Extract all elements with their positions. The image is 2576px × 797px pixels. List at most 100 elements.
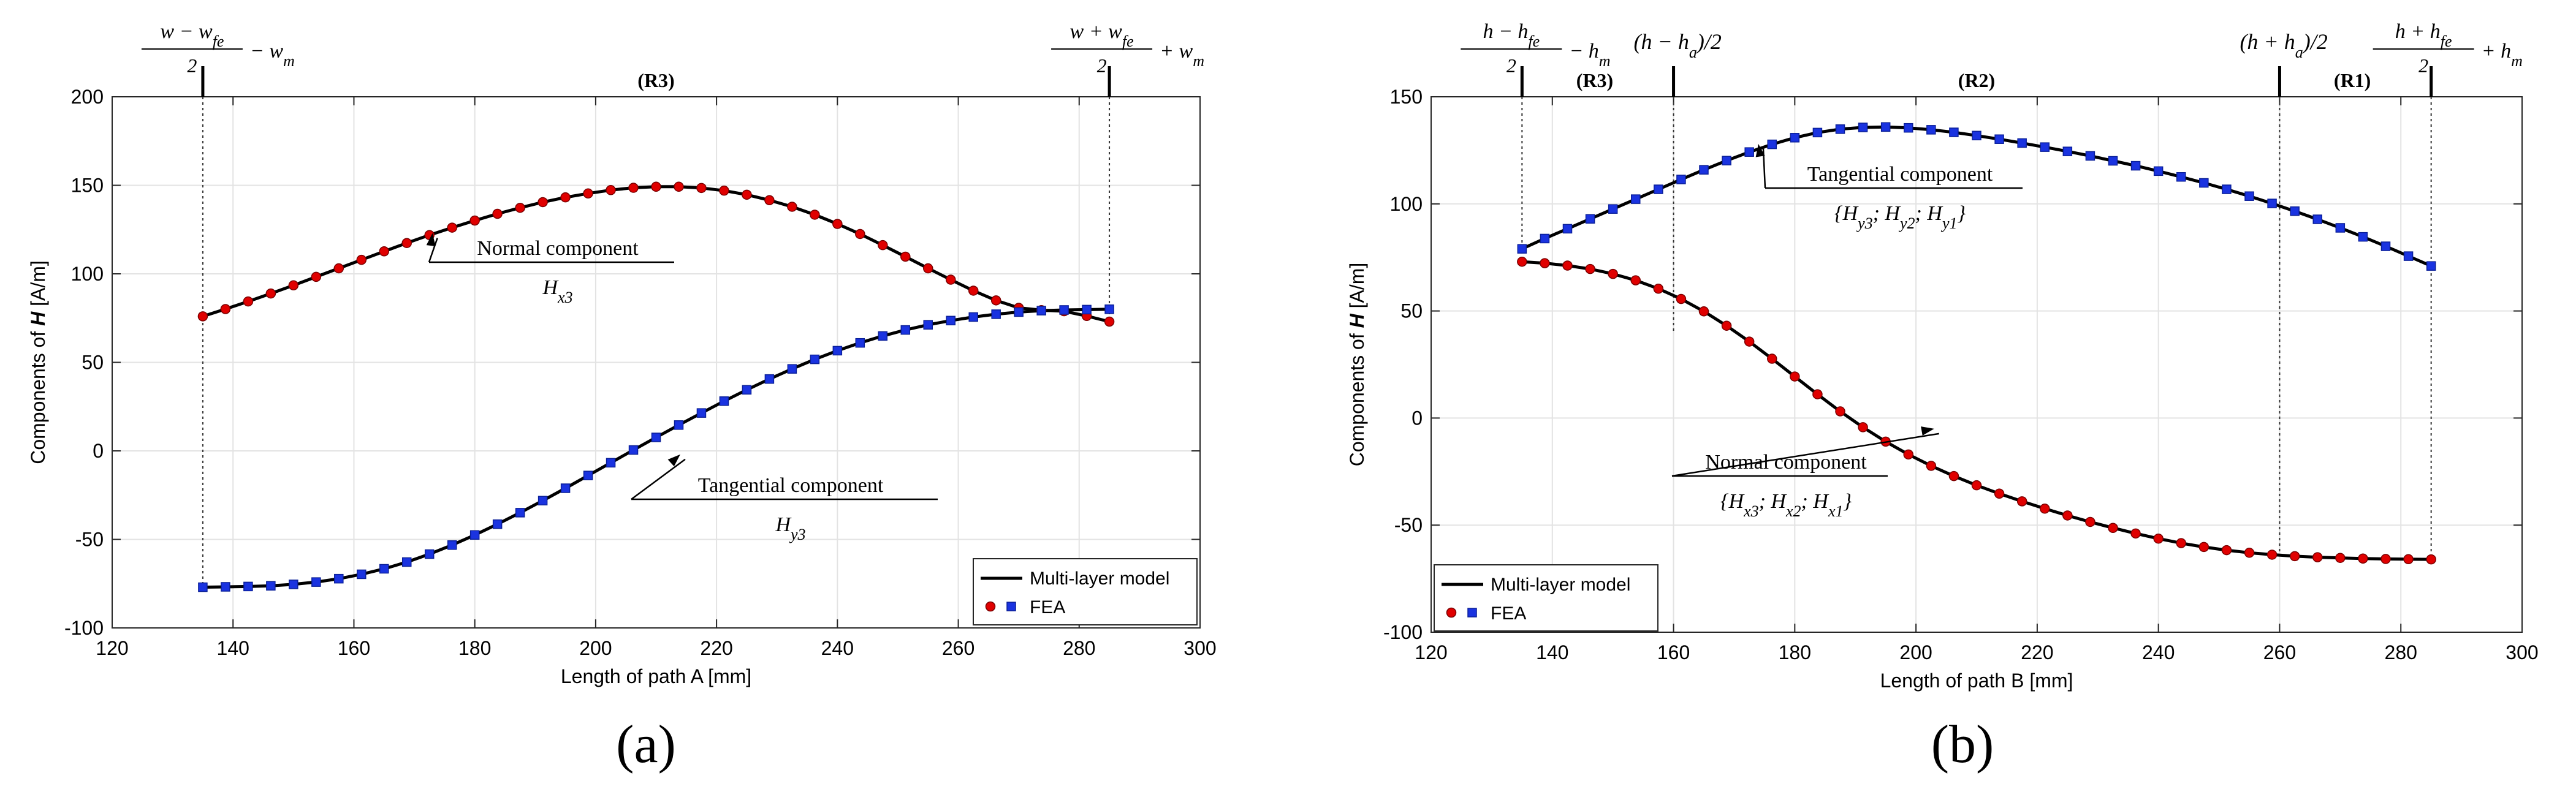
- fea-square-marker: [1949, 127, 1959, 137]
- fea-circle-marker: [311, 271, 322, 282]
- fea-square-marker: [583, 470, 593, 480]
- caption-b: (b): [1931, 715, 1994, 774]
- fea-circle-marker: [220, 304, 231, 314]
- boundary-label-tail: + wm: [1160, 40, 1204, 70]
- fea-square-marker: [764, 374, 775, 384]
- y-tick-label: -50: [75, 529, 104, 551]
- annotation-arrowhead: [1755, 143, 1765, 157]
- x-tick-label: 220: [700, 637, 732, 659]
- fea-square-marker: [515, 508, 525, 518]
- fea-square-marker: [198, 582, 208, 592]
- fea-circle-marker: [2016, 496, 2027, 507]
- y-tick-label: -50: [1394, 514, 1423, 536]
- fea-square-marker: [1540, 233, 1550, 244]
- fea-square-marker: [1926, 125, 1936, 135]
- fea-circle-marker: [810, 210, 820, 220]
- fea-circle-marker: [333, 263, 344, 274]
- fea-circle-marker: [515, 202, 525, 213]
- y-tick-label: -100: [64, 617, 104, 639]
- x-tick-label: 200: [579, 637, 612, 659]
- fea-square-marker: [2130, 161, 2141, 171]
- x-tick-label: 180: [458, 637, 491, 659]
- fea-square-marker: [787, 364, 797, 374]
- fea-circle-marker: [878, 240, 888, 251]
- y-tick-label: 150: [71, 175, 104, 197]
- fea-square-marker: [628, 445, 639, 455]
- fea-circle-marker: [356, 254, 367, 265]
- fea-circle-marker: [243, 296, 254, 307]
- fea-square-marker: [1036, 306, 1046, 315]
- fea-circle-marker: [1585, 263, 1595, 274]
- fea-circle-marker: [628, 183, 639, 193]
- fea-square-marker: [1972, 130, 1981, 141]
- fea-square-marker: [1059, 305, 1069, 315]
- region-label: (R3): [637, 69, 674, 91]
- panel-a-chart: 120 140 160 180 200 220 240 260 280 300 -100 -50 0 50…: [27, 20, 1217, 687]
- fea-circle-marker: [1721, 320, 1732, 331]
- boundary-label-numerator: h + hfe: [2395, 20, 2452, 50]
- y-tick-label: 0: [1411, 407, 1423, 429]
- fea-circle-marker: [2108, 523, 2118, 533]
- y-tick-label: -100: [1383, 621, 1423, 643]
- boundary-label-denominator: 2: [187, 55, 197, 77]
- fea-square-marker: [991, 309, 1001, 319]
- fea-circle-marker: [1767, 353, 1777, 364]
- fea-circle-marker: [2403, 554, 2414, 565]
- x-tick-label: 140: [217, 637, 249, 659]
- y-tick-label: 50: [82, 352, 104, 374]
- fea-square-marker: [1904, 123, 1913, 133]
- x-tick-label: 180: [1779, 641, 1811, 663]
- legend-box: [1434, 564, 1658, 632]
- boundary-label-denominator: 2: [1097, 55, 1107, 77]
- fea-circle-marker: [2153, 533, 2164, 544]
- legend-fea-label: FEA: [1030, 597, 1065, 618]
- fea-square-marker: [538, 496, 548, 505]
- fea-square-marker: [1654, 184, 1663, 194]
- x-tick-label: 280: [1063, 637, 1095, 659]
- fea-circle-marker: [401, 238, 412, 248]
- annotation-symbol: Hy3: [775, 513, 805, 543]
- fea-circle-marker: [447, 222, 457, 233]
- fea-square-marker: [2222, 184, 2232, 194]
- fea-square-marker: [1014, 307, 1024, 317]
- x-tick-label: 120: [1415, 641, 1447, 663]
- boundary-label-numerator: w − wfe: [160, 20, 224, 50]
- fea-square-marker: [878, 331, 888, 341]
- fea-circle-marker: [1744, 336, 1755, 347]
- fea-circle-marker: [2085, 516, 2095, 527]
- fea-square-marker: [1467, 608, 1477, 618]
- boundary-label-tail: − hm: [1569, 40, 1610, 70]
- fea-square-marker: [2108, 156, 2118, 166]
- x-axis-label: Length of path A [mm]: [561, 665, 751, 687]
- fea-square-marker: [2153, 166, 2164, 176]
- legend-box: [973, 558, 1198, 625]
- fea-square-marker: [357, 569, 367, 580]
- x-tick-label: 280: [2385, 641, 2417, 663]
- fea-circle-marker: [900, 251, 911, 262]
- fea-square-marker: [289, 580, 298, 589]
- fea-square-marker: [2312, 214, 2322, 224]
- fea-circle-marker: [855, 229, 865, 240]
- fea-square-marker: [2290, 206, 2300, 216]
- fea-circle-marker: [606, 185, 616, 195]
- fea-circle-marker: [1540, 258, 1550, 268]
- boundary-label-tail: − wm: [250, 40, 295, 70]
- fea-circle-marker: [719, 185, 729, 196]
- fea-square-marker: [900, 325, 911, 335]
- annotation-arrowhead: [667, 454, 680, 467]
- fea-square-marker: [1722, 156, 1731, 165]
- fea-circle-marker: [2062, 510, 2073, 521]
- region-label: (R2): [1958, 69, 1995, 91]
- annotation-leader: [428, 238, 438, 263]
- fea-square-marker: [832, 346, 843, 356]
- x-tick-label: 160: [1657, 641, 1690, 663]
- annotation-symbol: Hx3: [542, 276, 572, 306]
- x-tick-label: 140: [1536, 641, 1568, 663]
- fea-square-marker: [334, 573, 344, 584]
- fea-circle-marker: [288, 280, 299, 291]
- fea-circle-marker: [742, 189, 752, 200]
- fea-circle-marker: [1698, 306, 1709, 317]
- fea-circle-marker: [832, 219, 843, 229]
- fea-circle-marker: [1994, 488, 2005, 499]
- legend-model-label: Multi-layer model: [1030, 568, 1169, 589]
